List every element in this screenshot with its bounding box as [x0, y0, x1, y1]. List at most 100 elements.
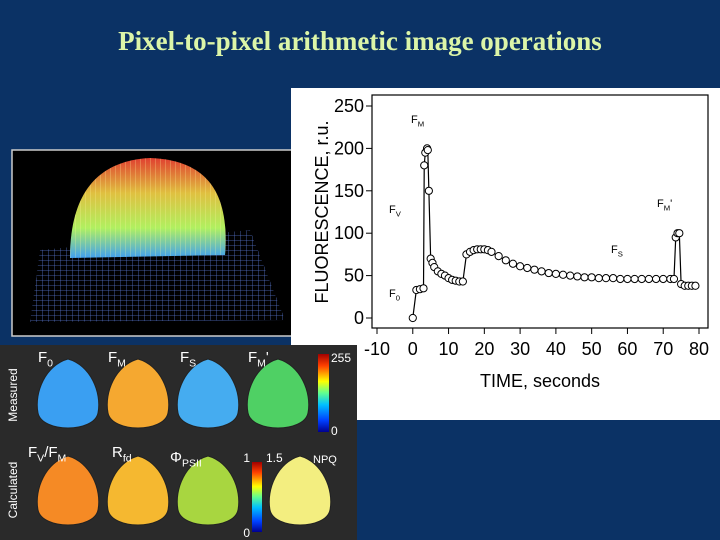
data-point [691, 281, 700, 290]
label-part: M [58, 453, 67, 465]
x-tick-label: 60 [617, 339, 637, 359]
data-point [487, 247, 496, 256]
label-part: F [108, 349, 117, 366]
image-label: F0 [38, 349, 53, 370]
label-part: M [664, 203, 670, 212]
x-tick-label: 10 [439, 339, 459, 359]
image-label: FM' [248, 349, 269, 370]
label-part: PSII [182, 458, 202, 470]
label-part: F [248, 349, 257, 366]
label-part: F [389, 288, 396, 300]
leaf-image [246, 358, 310, 429]
leaf-image [106, 358, 170, 429]
data-point [424, 186, 433, 195]
data-point [594, 274, 603, 283]
label-part: NPQ [313, 454, 337, 466]
data-point [408, 313, 417, 323]
label-part: M [418, 119, 424, 128]
scale-label: 1 [243, 451, 250, 465]
y-tick-label: 0 [354, 308, 364, 328]
leaf-image [36, 358, 100, 429]
data-point [630, 274, 639, 284]
data-point [601, 274, 611, 283]
data-point [651, 274, 661, 284]
data-point [609, 274, 618, 283]
surface-plot-image [11, 149, 297, 337]
data-point [580, 273, 589, 282]
data-point [494, 251, 503, 261]
label-part: V [37, 453, 44, 465]
scale-label: 0 [243, 526, 250, 540]
data-point [544, 268, 553, 278]
data-point [537, 267, 546, 276]
row-label: Measured [6, 368, 20, 421]
y-tick-label: 250 [334, 96, 364, 116]
label-part: M [117, 358, 126, 370]
x-tick-label: 20 [474, 339, 494, 359]
data-point [623, 274, 632, 284]
data-point [659, 274, 668, 284]
image-label: NPQ [313, 454, 337, 466]
slide-title: Pixel-to-pixel arithmetic image operatio… [118, 26, 602, 56]
chart-panel [291, 88, 720, 420]
x-axis-label: TIME, seconds [480, 371, 600, 391]
label-part: F [411, 114, 418, 126]
data-point [616, 274, 625, 284]
y-tick-label: 100 [334, 223, 364, 243]
x-tick-label: 40 [546, 339, 566, 359]
x-tick-label: 30 [510, 339, 530, 359]
label-part: fd [123, 453, 132, 465]
x-tick-label: 80 [689, 339, 709, 359]
y-tick-label: 150 [334, 181, 364, 201]
annotation: FM' [657, 198, 672, 212]
leaf-image [268, 455, 332, 526]
label-part: M [257, 358, 266, 370]
leaf-image [176, 455, 240, 526]
leaf-images: F0 FM FS FM'FV/FM Rfd ΦPSII NPQMeasuredCalcula… [6, 349, 351, 540]
label-part: F [28, 444, 37, 461]
scale-label: 0 [331, 424, 338, 438]
label-part: Φ [170, 449, 182, 466]
leaf-image [106, 455, 170, 526]
image-label: ΦPSII [170, 449, 202, 470]
data-point [551, 269, 560, 279]
label-part: S [618, 249, 623, 258]
image-label: Rfd [112, 444, 132, 465]
scale-label: 1.5 [266, 451, 283, 465]
data-point [669, 274, 679, 284]
label-part: F [38, 349, 47, 366]
x-tick-label: 0 [408, 339, 418, 359]
label-part: F [611, 244, 618, 256]
label-part: F [657, 198, 664, 210]
data-point [523, 263, 532, 273]
label-part: /F [44, 444, 57, 461]
leaf-image [176, 358, 240, 429]
label-part: F [389, 204, 396, 216]
data-point [419, 284, 428, 293]
label-part: R [112, 444, 123, 461]
image-label: FV/FM [28, 444, 66, 465]
data-point [587, 273, 596, 282]
label-part: V [396, 209, 402, 218]
label-part: F [180, 349, 189, 366]
data-point [644, 274, 654, 284]
colorbar [318, 354, 329, 432]
annotation: FV [389, 204, 402, 218]
data-point [558, 270, 568, 279]
image-label: FS [180, 349, 196, 370]
y-axis-label: FLUORESCENCE, r.u. [312, 120, 332, 303]
data-point [423, 145, 432, 155]
label-part: ' [266, 349, 269, 366]
annotation: F0 [389, 288, 400, 302]
x-tick-label: 70 [653, 339, 673, 359]
data-point [458, 277, 467, 286]
data-point [508, 259, 518, 268]
data-point [637, 274, 646, 284]
data-point [516, 262, 525, 271]
label-part: 0 [396, 293, 400, 302]
data-point [675, 229, 684, 238]
colorbar [252, 462, 262, 532]
leaf-image [36, 455, 100, 526]
y-tick-label: 200 [334, 138, 364, 158]
